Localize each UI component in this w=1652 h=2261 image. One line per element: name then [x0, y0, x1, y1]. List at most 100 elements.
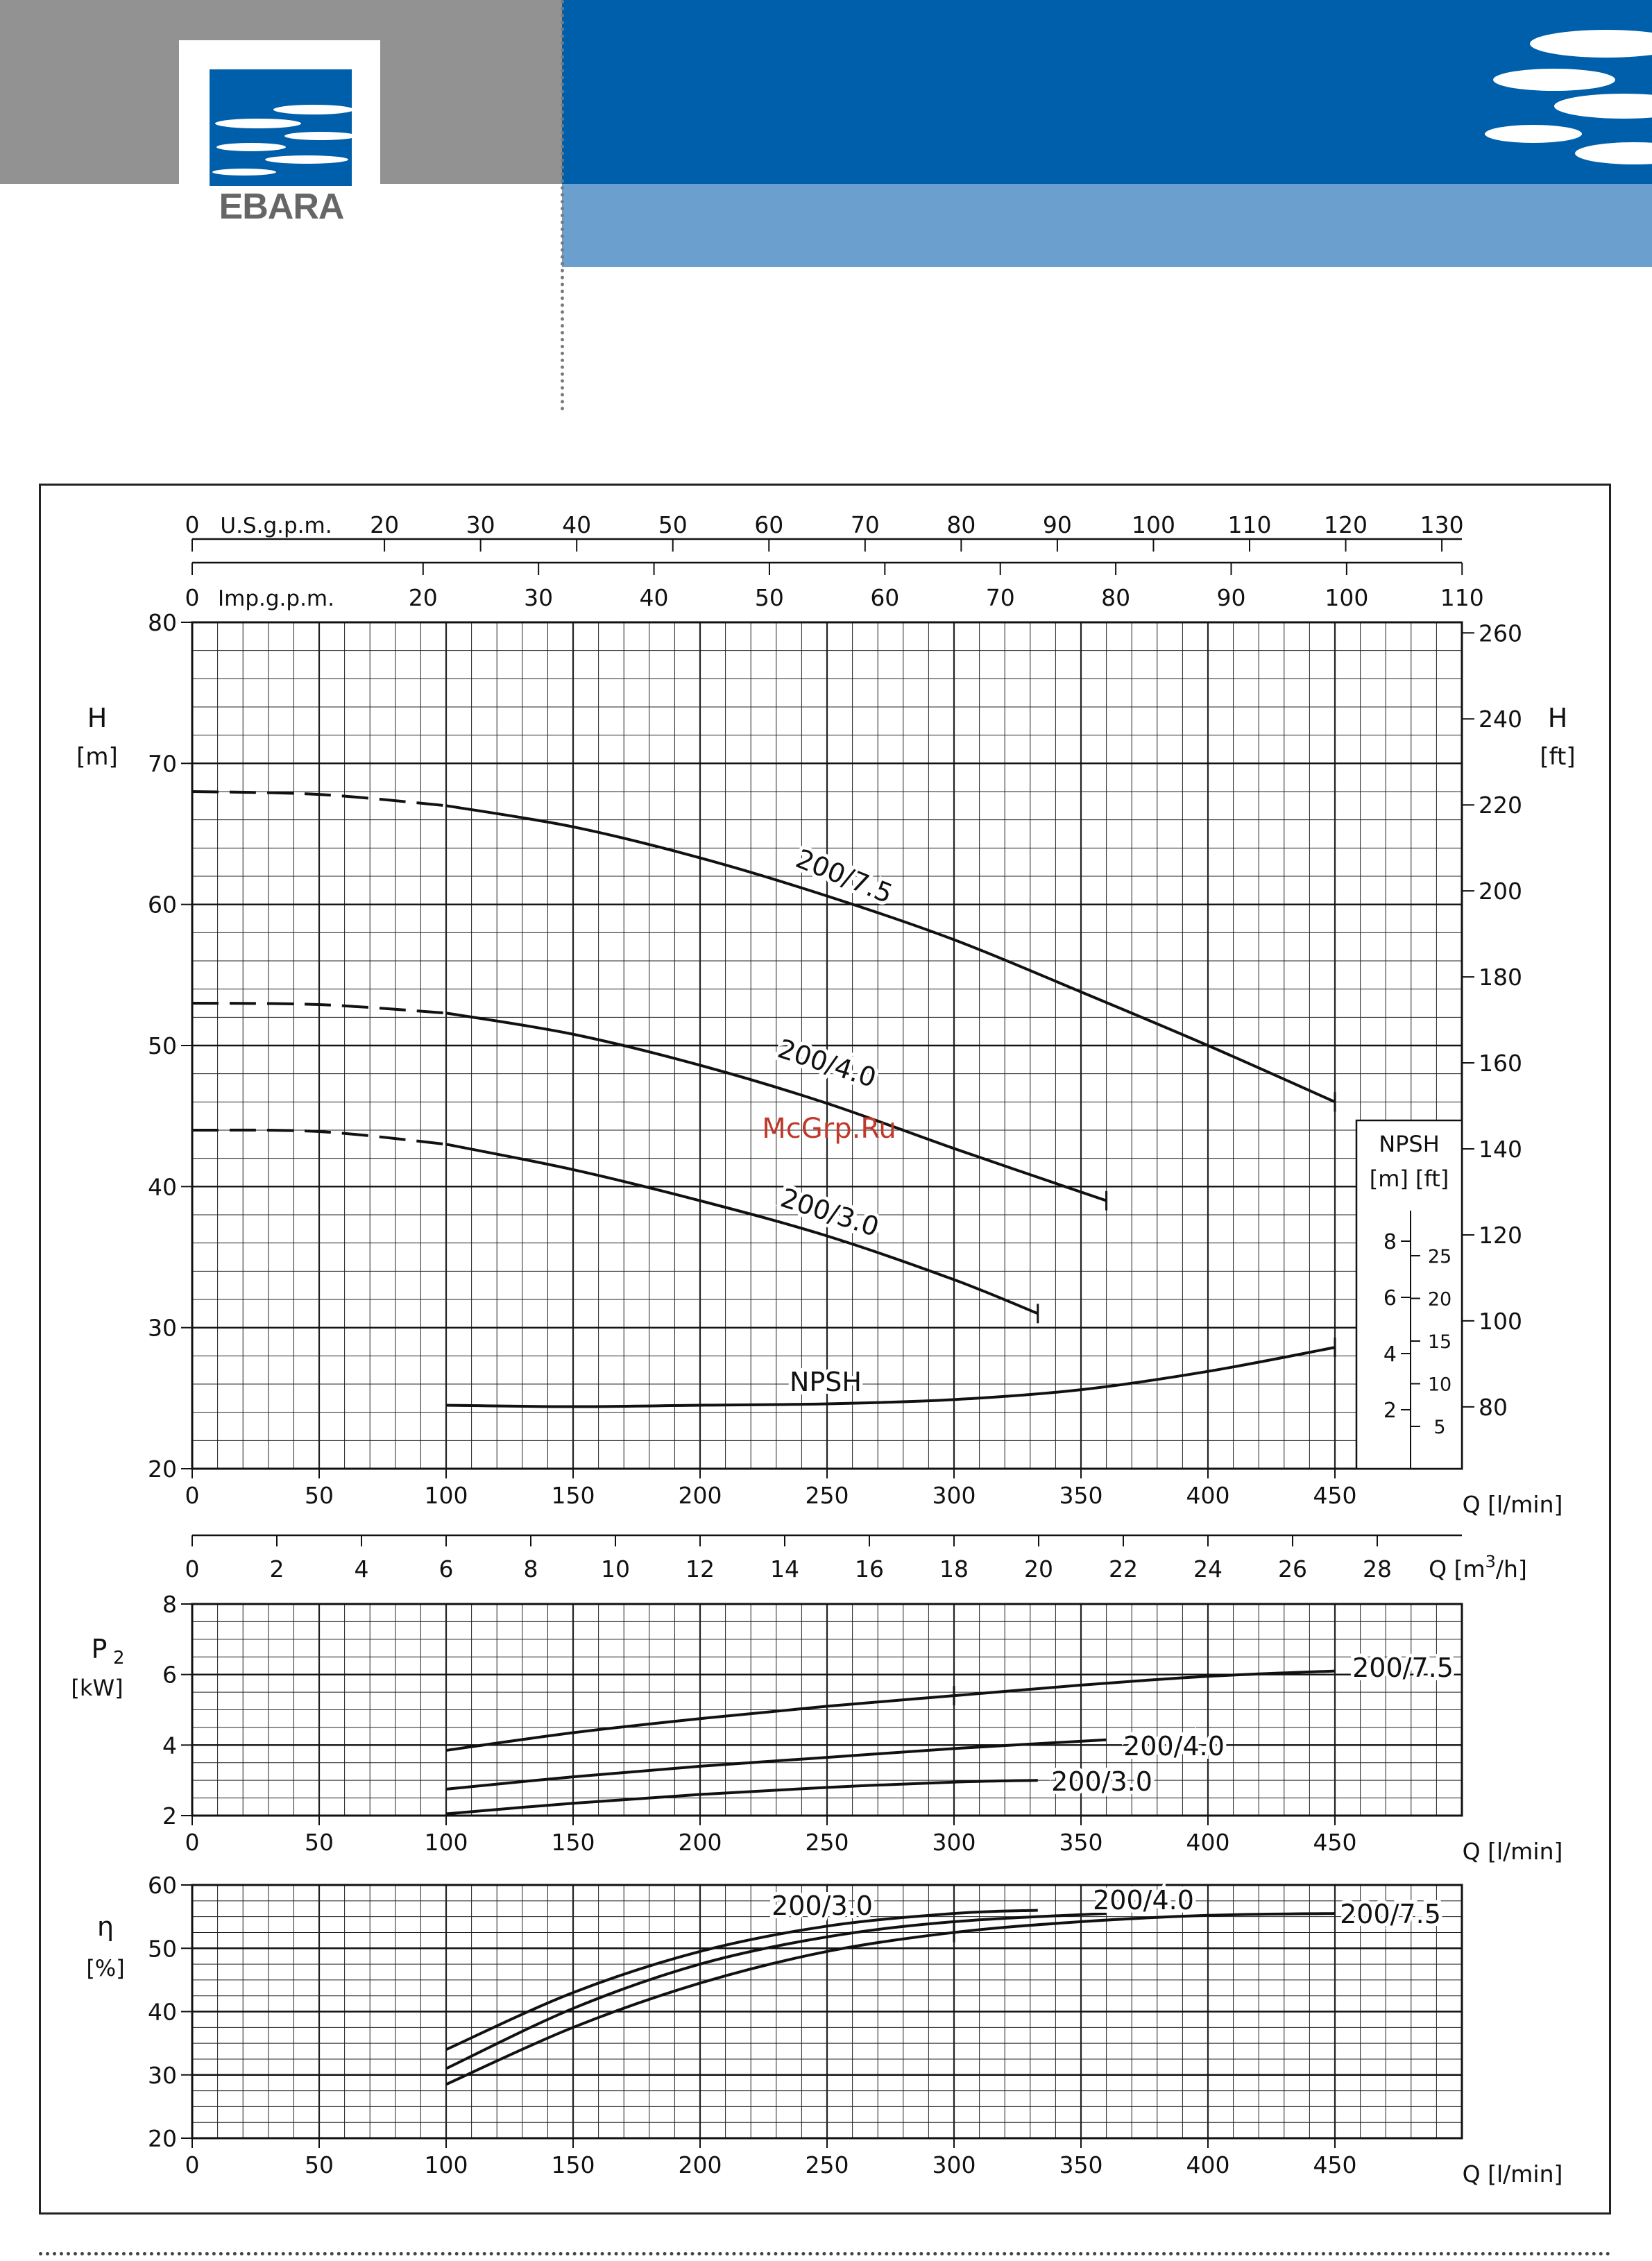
eff-x-tick-label: 50	[305, 2151, 334, 2178]
power-x-tick-label: 300	[933, 1829, 976, 1856]
us-gpm-tick-label: 60	[754, 511, 783, 538]
power-y-axis-label: P	[92, 1634, 108, 1664]
head-series-200-3-0-line	[446, 1144, 1038, 1313]
power-x-tick-label: 50	[305, 1829, 334, 1856]
head-series-label: 200/7.5	[792, 843, 897, 909]
us-gpm-tick-label: 100	[1132, 511, 1175, 538]
head-x-tick-label: 150	[552, 1482, 595, 1509]
m3h-tick-label: 6	[439, 1555, 454, 1582]
imp-gpm-tick-label: 30	[524, 584, 553, 611]
eff-x-tick-label: 0	[185, 2151, 200, 2178]
head-x-tick-label: 50	[305, 1482, 334, 1509]
power-series-label: 200/3.0	[1051, 1766, 1152, 1797]
head-ft-tick-label: 260	[1479, 620, 1522, 647]
head-ft-tick-label: 120	[1479, 1222, 1522, 1249]
npsh-inset-title: NPSH	[1379, 1131, 1440, 1157]
npsh-ft-tick-label: 15	[1428, 1331, 1451, 1353]
m3h-tick-label: 22	[1109, 1555, 1138, 1582]
watermark-text: McGrp.Ru	[762, 1113, 896, 1145]
us-gpm-tick-label: 70	[851, 511, 880, 538]
eff-x-tick-label: 250	[806, 2151, 849, 2178]
power-y-tick-label: 6	[162, 1662, 177, 1689]
m3h-tick-label: 20	[1024, 1555, 1053, 1582]
power-x-tick-label: 150	[552, 1829, 595, 1856]
npsh-m-tick-label: 8	[1383, 1230, 1397, 1254]
head-y-tick-label: 20	[148, 1456, 177, 1483]
eff-x-tick-label: 150	[552, 2151, 595, 2178]
power-x-tick-label: 400	[1186, 1829, 1230, 1856]
us-gpm-tick-label: 130	[1420, 511, 1464, 538]
head-y-tick-label: 80	[148, 609, 177, 636]
imp-gpm-tick-label: 110	[1440, 584, 1484, 611]
m3h-tick-label: 26	[1278, 1555, 1307, 1582]
us-gpm-tick-label: 110	[1228, 511, 1272, 538]
head-y-axis-label: H	[87, 703, 108, 733]
npsh-ft-tick-label: 5	[1433, 1417, 1445, 1438]
eff-y-tick-label: 60	[148, 1872, 177, 1899]
power-x-tick-label: 450	[1313, 1829, 1357, 1856]
npsh-m-tick-label: 2	[1383, 1399, 1397, 1423]
eff-x-tick-label: 300	[933, 2151, 976, 2178]
power-y-tick-label: 8	[162, 1591, 177, 1618]
m3h-tick-label: 18	[939, 1555, 969, 1582]
m3h-axis-label-sup: 3	[1485, 1552, 1496, 1571]
head-right-axis-unit: [ft]	[1540, 743, 1575, 771]
head-y-tick-label: 60	[148, 891, 177, 919]
head-series-200-7-5-line	[446, 805, 1335, 1102]
head-ft-tick-label: 220	[1479, 792, 1522, 819]
m3h-tick-label: 8	[524, 1555, 538, 1582]
power-x-axis-label: Q [l/min]	[1463, 1838, 1563, 1865]
us-gpm-tick-label: 80	[946, 511, 976, 538]
head-x-tick-label: 100	[425, 1482, 468, 1509]
power-y-tick-label: 4	[162, 1732, 177, 1759]
power-series-label: 200/7.5	[1352, 1653, 1454, 1683]
power-y-axis-label-sub: 2	[113, 1648, 125, 1669]
eff-series-label: 200/3.0	[772, 1891, 873, 1921]
power-series-200-3-0-line	[446, 1780, 1038, 1814]
us-gpm-tick-label: 50	[658, 511, 688, 538]
head-x-tick-label: 300	[933, 1482, 976, 1509]
npsh-m-tick-label: 4	[1383, 1342, 1397, 1367]
power-x-tick-label: 100	[425, 1829, 468, 1856]
m3h-tick-label: 4	[355, 1555, 369, 1582]
eff-x-tick-label: 400	[1186, 2151, 1230, 2178]
head-x-tick-label: 250	[806, 1482, 849, 1509]
head-series-label: NPSH	[790, 1367, 862, 1397]
us-gpm-tick-label: 120	[1324, 511, 1368, 538]
head-ft-tick-label: 100	[1479, 1308, 1522, 1335]
power-x-tick-label: 350	[1059, 1829, 1103, 1856]
imp-gpm-tick-label: 50	[755, 584, 784, 611]
eff-y-tick-label: 50	[148, 1935, 177, 1962]
imp-gpm-tick-label: 20	[409, 584, 438, 611]
eff-y-axis-label: η	[97, 1911, 114, 1942]
eff-y-tick-label: 40	[148, 1999, 177, 2026]
m3h-tick-label: 14	[770, 1555, 799, 1582]
head-x-tick-label: 200	[679, 1482, 722, 1509]
eff-x-tick-label: 350	[1059, 2151, 1103, 2178]
power-y-tick-label: 2	[162, 1802, 177, 1829]
power-x-tick-label: 0	[185, 1829, 200, 1856]
npsh-ft-tick-label: 20	[1428, 1289, 1451, 1311]
head-x-tick-label: 350	[1059, 1482, 1103, 1509]
m3h-tick-label: 28	[1363, 1555, 1392, 1582]
eff-series-label: 200/7.5	[1340, 1899, 1441, 1929]
eff-y-tick-label: 30	[148, 2062, 177, 2089]
eff-x-tick-label: 100	[425, 2151, 468, 2178]
head-y-tick-label: 70	[148, 750, 177, 777]
imp-gpm-tick-label: 80	[1101, 584, 1130, 611]
head-chart: 0 50 100 150 200 250 300 350 400 4502030405060708…	[76, 511, 1575, 1518]
imp-gpm-tick-label: 70	[986, 584, 1015, 611]
imp-gpm-tick-label: 0	[185, 584, 200, 611]
power-series-label: 200/4.0	[1123, 1731, 1225, 1761]
head-ft-tick-label: 180	[1479, 964, 1522, 991]
us-gpm-tick-label: 20	[370, 511, 399, 538]
power-x-tick-label: 200	[679, 1829, 722, 1856]
imp-gpm-tick-label: 60	[870, 584, 899, 611]
head-y-tick-label: 50	[148, 1032, 177, 1059]
m3h-tick-label: 10	[601, 1555, 630, 1582]
m3h-tick-label: 16	[855, 1555, 884, 1582]
power-y-axis-unit: [kW]	[71, 1675, 123, 1701]
eff-series-label: 200/4.0	[1093, 1885, 1194, 1916]
